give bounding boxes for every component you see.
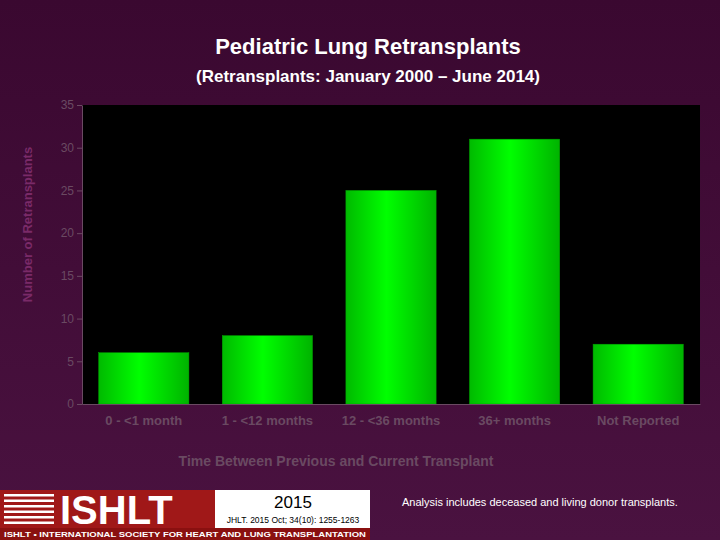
title: Pediatric Lung Retransplants [215, 34, 521, 59]
year: 2015 [274, 493, 312, 512]
y-tick: 0 [67, 397, 82, 411]
y-tick-label: 30 [61, 141, 75, 155]
x-tick-label: 36+ months [478, 413, 551, 428]
logo-stripe [4, 505, 54, 508]
y-tick-label: 25 [61, 184, 75, 198]
y-tick-label: 5 [67, 355, 74, 369]
y-tick-label: 10 [61, 312, 75, 326]
y-tick: 15 [61, 269, 82, 283]
y-tick: 35 [61, 98, 82, 112]
x-tick-label: 12 - <36 months [342, 413, 441, 428]
bar [222, 336, 312, 404]
logo-stripe [4, 494, 54, 497]
citation: JHLT. 2015 Oct; 34(10): 1255-1263 [227, 515, 360, 525]
plot: 0 5 10 15 20 25 30 35 0 - <1 month 1 - <12 months… [61, 98, 701, 428]
y-tick-mark [77, 319, 82, 320]
y-tick: 20 [61, 226, 82, 240]
y-tick-mark [77, 148, 82, 149]
citation-box [215, 490, 370, 528]
y-tick: 5 [67, 355, 82, 369]
y-axis-line [82, 106, 83, 405]
y-tick-label: 20 [61, 226, 75, 240]
bars [99, 139, 684, 404]
x-tick-label: 0 - <1 month [105, 413, 182, 428]
logo-stripe [4, 500, 54, 503]
bar [469, 139, 559, 404]
x-axis: 0 - <1 month 1 - <12 months 12 - <36 month… [83, 404, 701, 428]
footer: ISHLTISHLT • INTERNATIONAL SOCIETY FOR H… [0, 488, 678, 540]
y-tick-label: 35 [61, 98, 75, 112]
background [0, 0, 720, 540]
logo-stripe [4, 522, 54, 525]
bar [346, 190, 436, 404]
x-tick: Not Reported [597, 404, 679, 428]
chart-svg: Pediatric Lung Retransplants (Retransplan… [0, 0, 720, 540]
y-tick-mark [77, 190, 82, 191]
logo-text: ISHLT [60, 488, 173, 532]
y-tick-mark [77, 105, 82, 106]
y-axis: 0 5 10 15 20 25 30 35 [61, 98, 83, 411]
y-tick: 30 [61, 141, 82, 155]
x-tick: 36+ months [478, 404, 551, 428]
y-axis-title: Number of Retransplants [20, 147, 35, 302]
y-tick: 25 [61, 184, 82, 198]
bar [593, 344, 683, 404]
plot-background [82, 105, 700, 404]
y-tick-label: 15 [61, 269, 75, 283]
x-axis-title: Time Between Previous and Current Transp… [179, 453, 494, 469]
logo-band [0, 528, 370, 540]
x-tick-label: 1 - <12 months [222, 413, 313, 428]
y-tick-mark [77, 233, 82, 234]
y-tick-mark [77, 404, 82, 405]
logo-stripe [4, 511, 54, 514]
x-tick: 12 - <36 months [342, 404, 441, 428]
x-tick: 0 - <1 month [105, 404, 182, 428]
y-tick: 10 [61, 312, 82, 326]
logo-stripe [4, 516, 54, 519]
x-tick: 1 - <12 months [222, 404, 313, 428]
logo-caption: ISHLT • INTERNATIONAL SOCIETY FOR HEART … [4, 530, 366, 539]
subtitle: (Retransplants: January 2000 – June 2014… [196, 67, 540, 86]
x-tick-label: Not Reported [597, 413, 679, 428]
y-tick-mark [77, 276, 82, 277]
y-tick-label: 0 [67, 397, 74, 411]
x-axis-line [83, 404, 701, 405]
y-tick-mark [77, 361, 82, 362]
footnote: Analysis includes deceased and living do… [402, 496, 678, 508]
bar [99, 353, 189, 404]
